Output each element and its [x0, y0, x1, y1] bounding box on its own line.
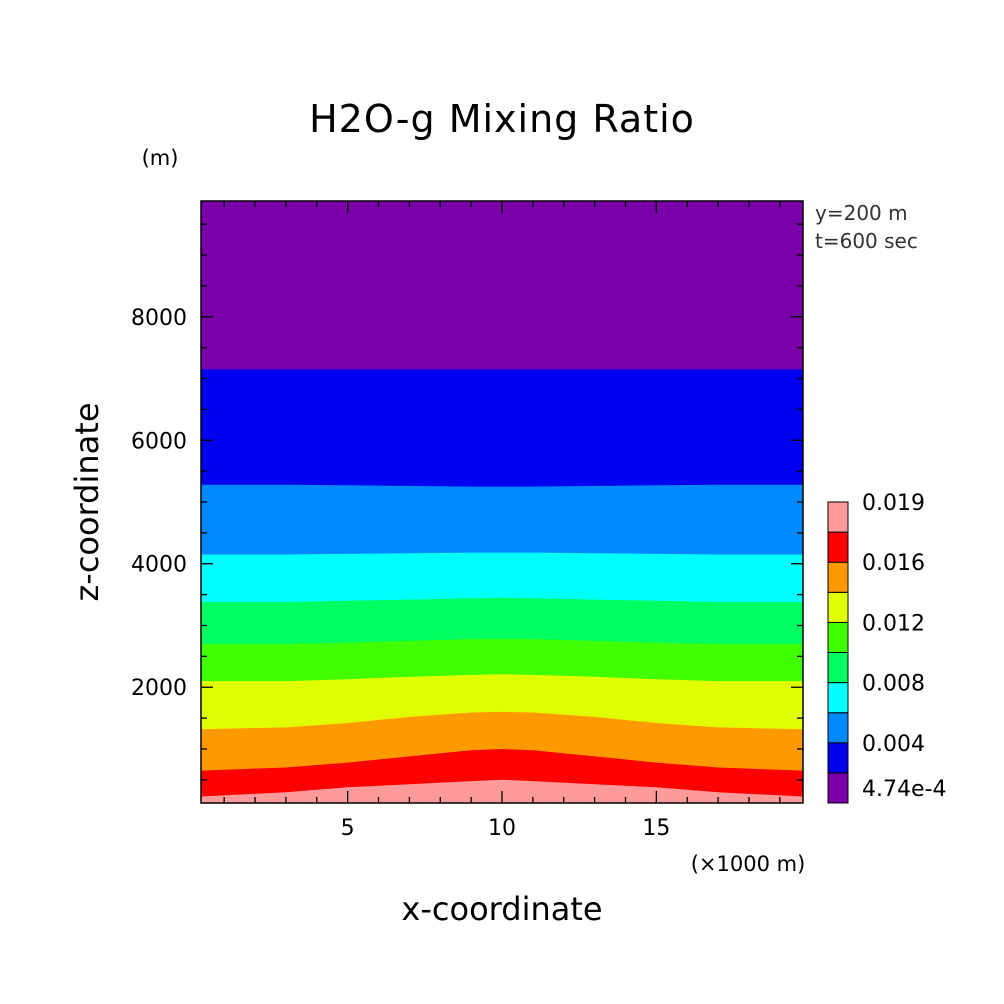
- colorbar-label: 4.74e-4: [862, 777, 946, 802]
- info-line-time: t=600 sec: [815, 229, 918, 253]
- colorbar-swatch: [827, 742, 849, 774]
- y-tick-label: 6000: [131, 429, 187, 454]
- x-tick-label: 15: [642, 816, 670, 841]
- colorbar-label: 0.016: [862, 551, 925, 576]
- axis-ticks: 5 10 15 2000 4000 6000 8000: [131, 201, 803, 841]
- x-axis-unit: (×1000 m): [691, 852, 806, 876]
- y-axis-unit: (m): [142, 146, 179, 170]
- x-axis-label: x-coordinate: [401, 890, 602, 928]
- colorbar-swatch: [827, 591, 849, 623]
- x-tick-label: 5: [341, 816, 355, 841]
- x-tick-label: 10: [488, 816, 516, 841]
- y-tick-label: 4000: [131, 553, 187, 578]
- colorbar-swatch: [827, 652, 849, 684]
- colorbar-label: 0.012: [862, 611, 925, 636]
- colorbar-swatch: [827, 501, 849, 533]
- chart-title: H2O-g Mixing Ratio: [309, 97, 695, 141]
- colorbar-swatch: [827, 682, 849, 714]
- colorbar-swatch: [827, 561, 849, 593]
- plot-frame: [200, 200, 804, 804]
- colorbar-label: 0.008: [862, 672, 925, 697]
- colorbar-swatch: [827, 712, 849, 744]
- colorbar-label: 0.004: [862, 732, 925, 757]
- y-tick-label: 8000: [131, 306, 187, 331]
- contour-bands: [201, 201, 803, 803]
- colorbar-label: 0.019: [862, 491, 925, 516]
- colorbar: 4.74e-4 0.004 0.008 0.012 0.016 0.019: [827, 491, 946, 804]
- colorbar-swatch: [827, 531, 849, 563]
- y-tick-label: 2000: [131, 676, 187, 701]
- colorbar-swatch: [827, 621, 849, 654]
- info-line-position: y=200 m: [815, 201, 908, 225]
- colorbar-swatch: [827, 772, 849, 804]
- y-axis-label: z-coordinate: [68, 402, 106, 601]
